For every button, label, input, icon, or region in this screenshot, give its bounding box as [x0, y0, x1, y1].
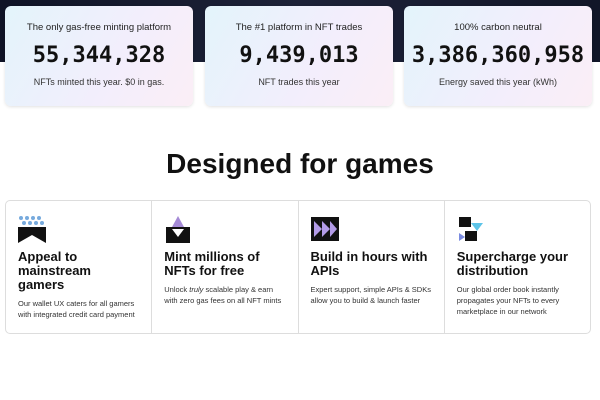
stat-card: The only gas-free minting platform 55,344… — [5, 6, 193, 106]
description-text: Expert support, simple APIs & SDKs allow… — [310, 285, 431, 305]
feature-description: Our global order book instantly propagat… — [457, 284, 578, 317]
feature-title: Supercharge your distribution — [456, 249, 569, 278]
feature-card: Supercharge your distribution Our global … — [445, 201, 590, 333]
feature-card: Mint millions of NFTs for free Unlock tru… — [152, 201, 299, 333]
stat-label: 100% carbon neutral — [454, 22, 542, 33]
feature-icon — [310, 217, 339, 241]
feature-card: Appeal to mainstream gamers Our wallet UX… — [6, 201, 153, 333]
description-text: truly — [189, 285, 204, 294]
feature-panel: Appeal to mainstream gamers Our wallet UX… — [5, 200, 591, 334]
stat-caption: Energy saved this year (kWh) — [438, 77, 558, 87]
feature-description: Our wallet UX caters for all gamers with… — [18, 298, 139, 320]
stat-card: The #1 platform in NFT trades 9,439,013 NF… — [205, 6, 393, 106]
description-text: Unlock — [164, 285, 190, 294]
feature-card: Build in hours with APIs Expert support, … — [299, 201, 445, 333]
stat-card: 100% carbon neutral 3,386,360,958 Energy s… — [404, 6, 592, 106]
stat-label: The only gas-free minting platform — [26, 22, 172, 33]
feature-icon — [18, 215, 46, 243]
feature-title: Build in hours with APIs — [310, 249, 428, 278]
description-text: Our wallet UX caters for all gamers with… — [18, 299, 135, 319]
feature-icon — [458, 217, 483, 241]
description-text: Our global order book instantly propagat… — [456, 285, 560, 316]
feature-title: Mint millions of NFTs for free — [164, 249, 260, 278]
feature-icon — [166, 216, 191, 243]
stat-number: 9,439,013 — [239, 43, 359, 68]
stat-number: 3,386,360,958 — [411, 43, 585, 68]
feature-title: Appeal to mainstream gamers — [18, 249, 91, 292]
feature-description: Unlock truly scalable play & earn with z… — [164, 284, 285, 306]
description-text: scalable play & earn with zero gas fees … — [164, 285, 282, 305]
stat-number: 55,344,328 — [32, 43, 166, 68]
stat-label: The #1 platform in NFT trades — [235, 22, 363, 33]
stat-caption: NFT trades this year — [258, 77, 340, 87]
feature-description: Expert support, simple APIs & SDKs allow… — [311, 284, 432, 306]
section-heading: Designed for games — [166, 148, 434, 179]
stat-caption: NFTs minted this year. $0 in gas. — [33, 77, 165, 87]
